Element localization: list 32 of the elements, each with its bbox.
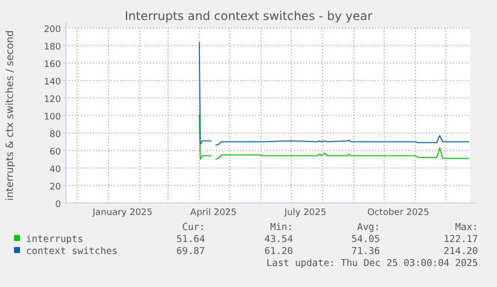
legend-label: interrupts [26, 234, 84, 245]
y-tick-label: 80 [50, 130, 62, 140]
text: 71.36 [351, 246, 380, 257]
y-tick-label: 140 [44, 78, 62, 88]
y-tick-label: 20 [50, 182, 62, 192]
y-tick-label: 60 [50, 148, 62, 158]
text: Avg: [357, 222, 380, 233]
x-tick-label: January 2025 [92, 208, 153, 218]
y-tick-label: 180 [44, 42, 62, 52]
x-tick-label: April 2025 [190, 208, 237, 218]
y-tick-label: 120 [44, 95, 62, 105]
y-tick-label: 40 [50, 165, 62, 175]
text: 43.54 [264, 234, 294, 245]
text: Max: [455, 222, 478, 233]
y-axis-title: interrupts & ctx switches / second [5, 30, 16, 201]
text: 54.05 [351, 234, 380, 245]
x-tick-label: July 2025 [283, 208, 326, 218]
y-tick-label: 0 [55, 200, 62, 210]
text: 214.20 [444, 246, 478, 257]
text: 61.20 [264, 246, 294, 257]
legend-label: context switches [26, 246, 118, 257]
text: Last update: Thu Dec 25 03:00:04 2025 [266, 258, 478, 269]
text: Cur: [182, 222, 205, 233]
chart-title: Interrupts and context switches - by year [124, 9, 372, 23]
y-tick-label: 200 [44, 25, 62, 35]
y-tick-label: 160 [44, 60, 62, 70]
text: 122.17 [444, 234, 478, 245]
y-tick-label: 100 [44, 112, 62, 122]
text: Min: [270, 222, 293, 233]
text: 69.87 [176, 246, 205, 257]
text: 51.64 [176, 234, 206, 245]
x-tick-label: October 2025 [367, 208, 430, 218]
